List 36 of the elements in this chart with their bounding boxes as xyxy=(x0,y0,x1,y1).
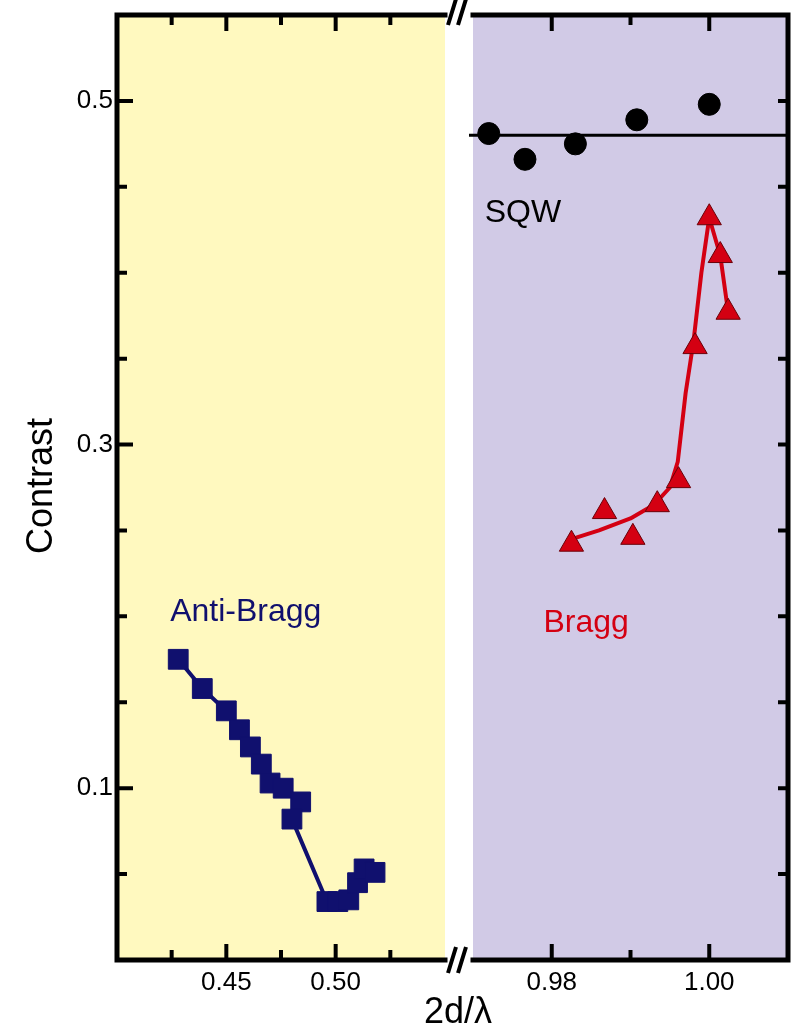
point xyxy=(239,736,261,758)
series-label: Bragg xyxy=(543,603,629,640)
point xyxy=(563,132,587,156)
point xyxy=(707,241,733,264)
point xyxy=(682,332,708,355)
series-label: SQW xyxy=(484,192,562,229)
point xyxy=(513,147,537,171)
point xyxy=(272,777,294,799)
y-tick-label: 0.5 xyxy=(76,84,113,115)
point xyxy=(167,648,189,670)
point xyxy=(715,297,741,320)
point xyxy=(644,490,670,513)
point xyxy=(250,753,272,775)
point xyxy=(229,719,250,741)
y-tick-label: 0.3 xyxy=(76,427,113,458)
point xyxy=(364,861,386,883)
y-tick-label: 0.1 xyxy=(76,771,113,802)
point xyxy=(620,522,646,545)
point xyxy=(697,92,721,116)
point xyxy=(215,700,237,722)
point xyxy=(477,122,501,146)
y-axis-title: Contrast xyxy=(19,417,62,555)
point xyxy=(338,889,360,911)
point xyxy=(558,529,585,552)
point xyxy=(625,108,649,132)
point xyxy=(591,497,618,520)
point xyxy=(290,791,312,813)
x-tick-label: 1.00 xyxy=(683,966,735,997)
x-tick-label: 0.45 xyxy=(201,966,252,997)
x-tick-label: 0.50 xyxy=(310,966,361,997)
series-label: Anti-Bragg xyxy=(170,592,322,629)
point xyxy=(665,466,692,489)
point xyxy=(281,808,303,830)
x-axis-title: 2d/λ xyxy=(423,990,493,1032)
x-tick-label: 0.98 xyxy=(526,966,578,997)
point xyxy=(191,678,213,699)
